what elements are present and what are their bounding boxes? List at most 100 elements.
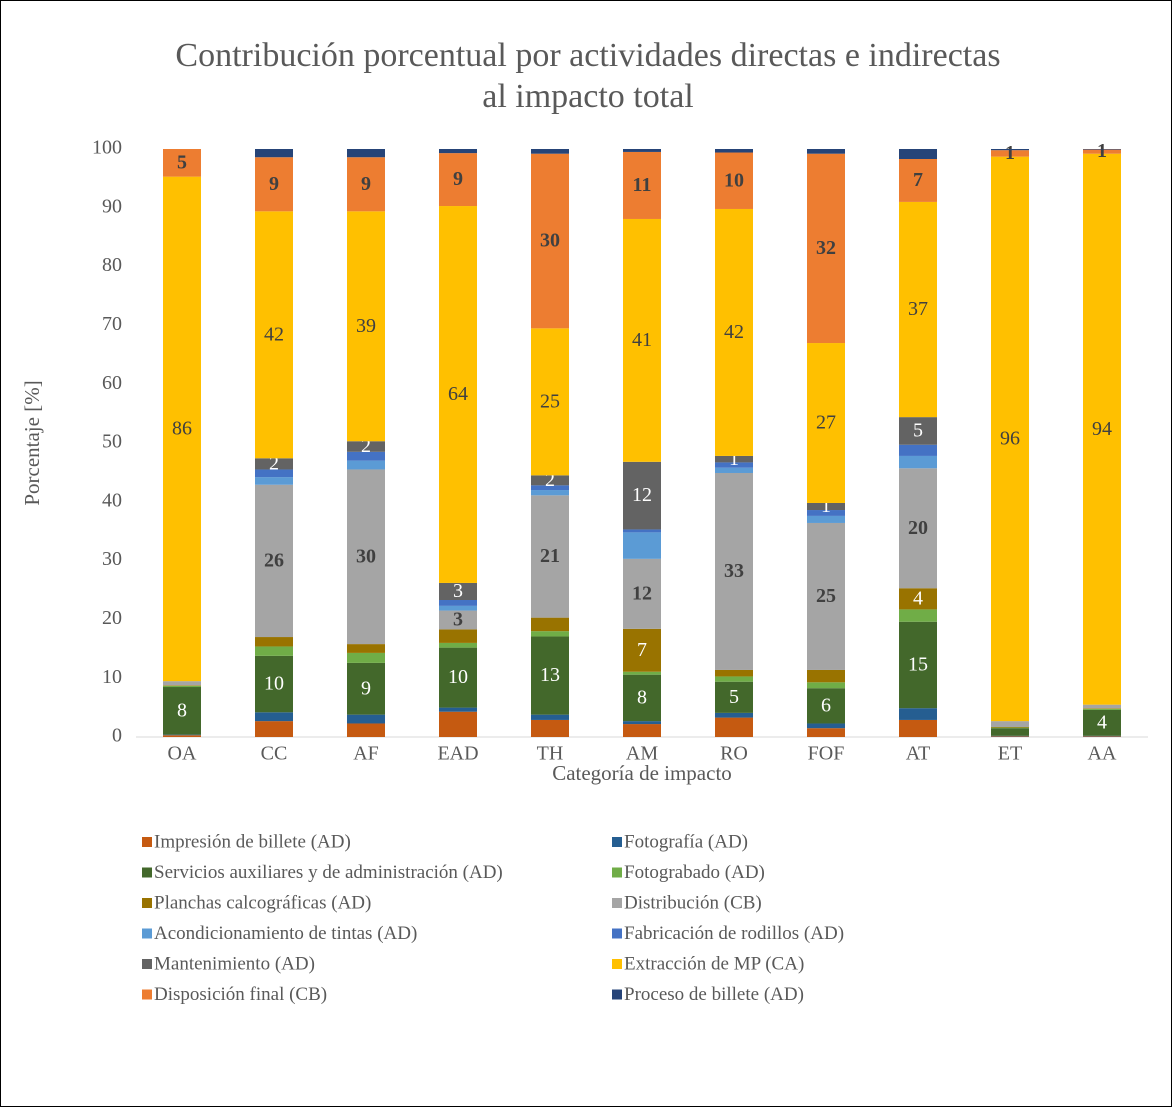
bar-segment bbox=[439, 642, 477, 648]
bar-segment bbox=[439, 605, 477, 611]
x-tick-label: AA bbox=[1088, 743, 1117, 765]
x-tick-label: RO bbox=[720, 743, 748, 765]
bar-segment bbox=[439, 647, 477, 708]
data-label: 42 bbox=[264, 323, 284, 345]
legend-label: Proceso de billete (AD) bbox=[624, 984, 804, 1005]
bar-segment bbox=[347, 644, 385, 653]
chart-title: Contribución porcentual por actividades … bbox=[175, 37, 1000, 74]
legend-label: Fotograbado (AD) bbox=[624, 862, 765, 883]
bar-segment bbox=[807, 688, 845, 724]
y-tick-label: 40 bbox=[102, 489, 122, 511]
data-label: 1 bbox=[1005, 142, 1015, 164]
legend-label: Distribución (CB) bbox=[624, 892, 762, 913]
bar-segment bbox=[347, 652, 385, 663]
bar-segment bbox=[715, 208, 753, 456]
bar-segment bbox=[531, 153, 569, 329]
bar-segment bbox=[163, 685, 201, 686]
bar-segment bbox=[623, 529, 661, 533]
bar-segment bbox=[347, 469, 385, 645]
bar-segment bbox=[1083, 736, 1121, 737]
bar-segment bbox=[255, 655, 293, 713]
bar-segment bbox=[623, 628, 661, 672]
bar-segment bbox=[807, 682, 845, 689]
x-tick-label: AT bbox=[906, 743, 930, 765]
y-tick-label: 100 bbox=[92, 137, 122, 159]
y-tick-label: 50 bbox=[102, 431, 122, 453]
bar-segment bbox=[1083, 704, 1121, 709]
bar-segment bbox=[1083, 153, 1121, 705]
bar-segment bbox=[531, 475, 569, 486]
data-label: 64 bbox=[448, 383, 468, 405]
bar-segment bbox=[347, 211, 385, 442]
data-label: 96 bbox=[1000, 427, 1020, 449]
data-label: 41 bbox=[632, 329, 652, 351]
bar-segment bbox=[531, 495, 569, 618]
bar-segment bbox=[715, 462, 753, 468]
data-label: 33 bbox=[724, 560, 744, 582]
bar-segment bbox=[715, 717, 753, 737]
bar-segment bbox=[163, 685, 201, 688]
bar-segment bbox=[1083, 709, 1121, 736]
bar-segment bbox=[531, 719, 569, 737]
data-label: 13 bbox=[540, 664, 560, 686]
bar-segment bbox=[715, 712, 753, 718]
data-label: 8 bbox=[637, 686, 647, 708]
y-tick-label: 10 bbox=[102, 666, 122, 688]
legend-label: Disposición final (CB) bbox=[154, 984, 327, 1005]
data-label: 25 bbox=[540, 390, 560, 412]
legend-swatch bbox=[142, 928, 152, 939]
data-label: 10 bbox=[448, 666, 468, 688]
bar-segment bbox=[623, 461, 661, 530]
data-label: 1 bbox=[1097, 140, 1107, 162]
data-label: 11 bbox=[633, 174, 652, 196]
y-tick-label: 70 bbox=[102, 313, 122, 335]
legend-swatch bbox=[612, 989, 622, 1000]
data-label: 3 bbox=[453, 609, 463, 631]
bar-segment bbox=[807, 149, 845, 154]
data-label: 9 bbox=[361, 677, 371, 699]
bar-segment bbox=[623, 674, 661, 722]
data-label: 27 bbox=[816, 412, 836, 434]
bar-segment bbox=[899, 708, 937, 720]
bar-segment bbox=[531, 714, 569, 720]
bar-segment bbox=[807, 502, 845, 511]
bar-segment bbox=[531, 631, 569, 637]
bar-segment bbox=[991, 721, 1029, 728]
data-label: 12 bbox=[632, 582, 652, 604]
bar-segment bbox=[531, 328, 569, 476]
legend-swatch bbox=[142, 837, 152, 847]
data-label: 9 bbox=[269, 173, 279, 195]
x-tick-label: AF bbox=[353, 743, 379, 765]
x-tick-label: CC bbox=[261, 743, 288, 765]
data-label: 2 bbox=[545, 469, 555, 491]
bar-segment bbox=[899, 588, 937, 610]
data-label: 42 bbox=[724, 321, 744, 343]
bar-segment bbox=[991, 156, 1029, 722]
bar-segment bbox=[623, 218, 661, 462]
bar-segment bbox=[439, 149, 477, 154]
bar-segment bbox=[899, 417, 937, 445]
bar-segment bbox=[715, 472, 753, 670]
bar-segment bbox=[439, 153, 477, 207]
data-label: 26 bbox=[264, 549, 284, 571]
bar-segment bbox=[991, 727, 1029, 729]
bar-segment bbox=[807, 669, 845, 683]
bar-segment bbox=[255, 646, 293, 656]
data-label: 15 bbox=[908, 654, 928, 676]
x-tick-label: AM bbox=[626, 743, 658, 765]
bar-segment bbox=[347, 460, 385, 470]
data-label: 1 bbox=[729, 448, 739, 470]
bar-segment bbox=[439, 582, 477, 600]
bar-segment bbox=[1083, 149, 1121, 154]
data-label: 5 bbox=[177, 151, 187, 173]
x-tick-label: TH bbox=[537, 743, 564, 765]
bar-segment bbox=[347, 714, 385, 724]
data-label: 6 bbox=[821, 694, 831, 716]
bar-segment bbox=[163, 176, 201, 682]
data-label: 5 bbox=[729, 686, 739, 708]
y-tick-label: 90 bbox=[102, 195, 122, 217]
bar-segment bbox=[439, 610, 477, 630]
legend-label: Fabricación de rodillos (AD) bbox=[624, 923, 844, 944]
bar-segment bbox=[255, 477, 293, 485]
bar-segment bbox=[807, 728, 845, 737]
